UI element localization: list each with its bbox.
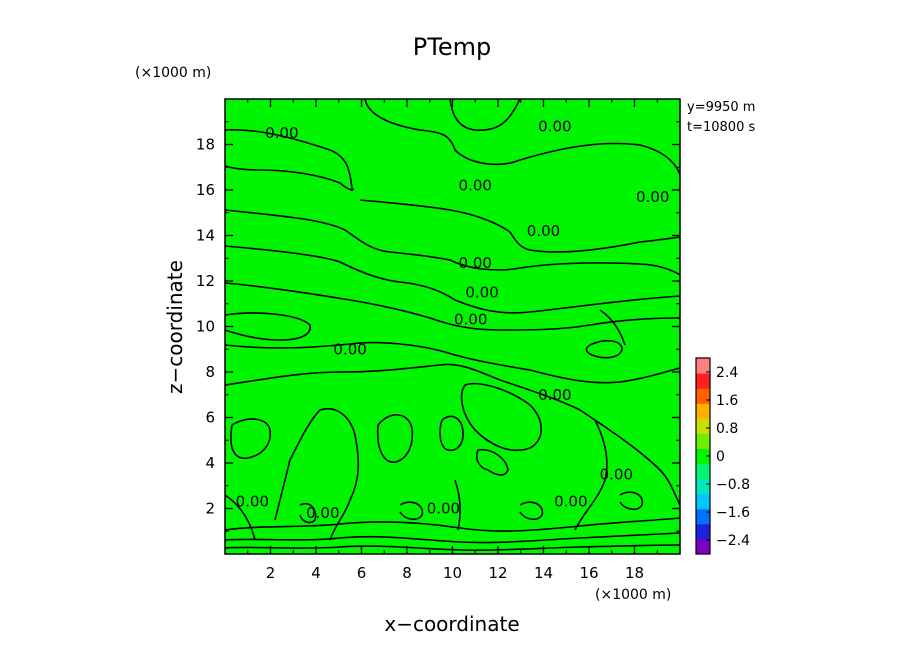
x-tick-label: 18	[625, 564, 644, 582]
contour-label: 0.00	[600, 465, 633, 483]
x-tick-label: 16	[579, 564, 598, 582]
contour-labels: 0.00 0.00 0.00 0.00 0.00 0.00 0.00 0.00 0.00 0.00…	[236, 117, 670, 522]
colorbar-swatch	[696, 493, 710, 510]
contour-label: 0.00	[265, 124, 298, 142]
y-tick-label: 10	[196, 318, 215, 336]
y-tick-label: 14	[196, 227, 215, 245]
plot-area	[225, 99, 680, 554]
annotation-y: y=9950 m	[687, 100, 755, 115]
contour-label: 0.00	[554, 493, 587, 511]
colorbar-tick-label: −2.4	[716, 533, 750, 549]
colorbar-tick-label: 0.8	[716, 421, 738, 437]
contour-label: 0.00	[427, 500, 460, 518]
colorbar-tick-label: −1.6	[716, 505, 750, 521]
contour-lines	[225, 99, 680, 551]
y-tick-label: 4	[205, 454, 215, 472]
colorbar-swatch	[696, 448, 710, 465]
colorbar-tick-label: 1.6	[716, 393, 738, 409]
y-tick-label: 12	[196, 272, 215, 290]
colorbar-swatch	[696, 433, 710, 449]
colorbar-swatch	[696, 463, 710, 480]
contour-label: 0.00	[538, 117, 571, 135]
x-axis: 2 4 6 8 10 12 14 16 18	[247, 99, 658, 582]
x-axis-label: x−coordinate	[384, 612, 519, 636]
colorbar-swatch	[696, 418, 710, 434]
x-tick-label: 10	[443, 564, 462, 582]
x-tick-label: 8	[402, 564, 412, 582]
colorbar-swatch	[696, 538, 710, 555]
contour-label: 0.00	[454, 311, 487, 329]
x-unit-label: (×1000 m)	[595, 587, 671, 603]
annotation-t: t=10800 s	[687, 120, 755, 135]
colorbar-swatch	[696, 373, 710, 389]
contour-label: 0.00	[527, 222, 560, 240]
colorbar-swatch	[696, 403, 710, 419]
y-tick-label: 8	[205, 363, 215, 381]
colorbar-swatch	[696, 388, 710, 404]
contour-label: 0.00	[236, 493, 269, 511]
x-tick-label: 2	[266, 564, 276, 582]
y-tick-label: 18	[196, 136, 215, 154]
colorbar-tick-label: 0	[716, 449, 725, 465]
x-tick-label: 4	[311, 564, 321, 582]
contour-label: 0.00	[636, 188, 669, 206]
y-axis-label: z−coordinate	[163, 260, 187, 394]
colorbar-swatch	[696, 478, 710, 495]
x-tick-label: 12	[488, 564, 507, 582]
chart-title: PTemp	[413, 33, 491, 61]
colorbar-tick-label: −0.8	[716, 477, 750, 493]
colorbar-swatch	[696, 358, 710, 374]
x-tick-label: 14	[534, 564, 553, 582]
y-axis: 2 4 6 8 10 12 14 16 18	[196, 121, 680, 532]
colorbar-tick-label: 2.4	[716, 365, 738, 381]
contour-label: 0.00	[306, 504, 339, 522]
colorbar-swatch	[696, 508, 710, 525]
y-unit-label: (×1000 m)	[135, 65, 211, 81]
colorbar-swatch	[696, 523, 710, 540]
contour-label: 0.00	[538, 386, 571, 404]
contour-label: 0.00	[333, 340, 366, 358]
y-tick-label: 2	[205, 500, 215, 518]
contour-label: 0.00	[465, 283, 498, 301]
x-tick-label: 6	[357, 564, 367, 582]
colorbar: 2.4 1.6 0.8 0 −0.8 −1.6 −2.4	[695, 357, 750, 555]
y-tick-label: 6	[205, 409, 215, 427]
y-tick-label: 16	[196, 181, 215, 199]
contour-label: 0.00	[459, 254, 492, 272]
contour-label: 0.00	[459, 176, 492, 194]
